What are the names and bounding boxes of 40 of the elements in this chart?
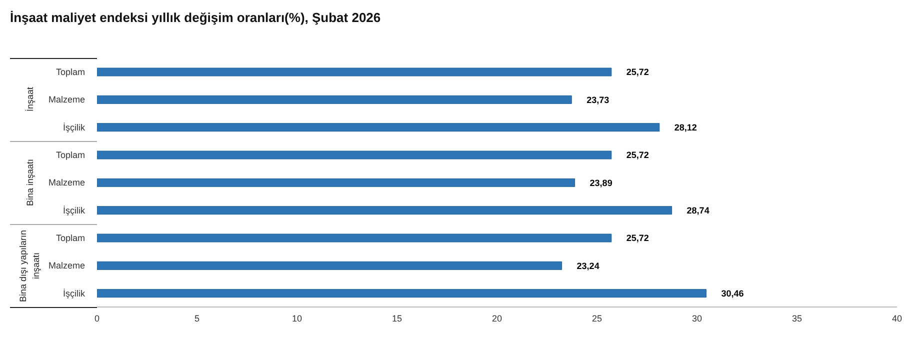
chart-title: İnşaat maliyet endeksi yıllık değişim oranları(%), Şubat 2026: [9, 9, 382, 27]
x-tick-label: 40: [892, 313, 902, 324]
bar: [97, 150, 612, 160]
data-label: 23,24: [576, 260, 600, 271]
text: Bina dışı yapıların inşaatı: [17, 228, 42, 304]
y-tick-label: Malzeme: [48, 260, 85, 271]
y-tick-label: Malzeme: [48, 94, 85, 105]
data-label: 30,46: [721, 288, 744, 299]
text: İnşaat: [24, 87, 36, 112]
y-tick-label: İşçilik: [63, 122, 86, 132]
y-tick-label: Malzeme: [48, 178, 85, 188]
data-label: 23,89: [590, 178, 612, 188]
y-tick-label: Toplam: [56, 67, 85, 78]
bar: [97, 68, 612, 76]
x-tick-label: 10: [292, 313, 302, 324]
bar: [97, 234, 612, 242]
y-tick-label: Toplam: [56, 233, 85, 244]
data-label: 28,12: [674, 122, 697, 133]
bar: [97, 123, 660, 132]
data-label: 25,72: [626, 67, 649, 78]
y-tick-label: İşçilik: [63, 288, 86, 298]
x-tick-label: 0: [94, 313, 100, 324]
data-label: 25,72: [626, 150, 649, 160]
x-tick-label: 5: [194, 313, 200, 324]
bar: [97, 289, 706, 298]
bar: [97, 261, 562, 270]
bar: [97, 178, 576, 187]
x-tick-label: 20: [492, 313, 502, 324]
x-tick-label: 35: [792, 313, 802, 324]
text: Bina inşaatı: [24, 158, 36, 206]
data-label: 28,74: [686, 206, 710, 216]
y-tick-label: İşçilik: [63, 205, 86, 216]
y-tick-label: Toplam: [56, 150, 85, 160]
bar: [97, 206, 672, 215]
data-label: 23,73: [586, 94, 610, 105]
x-tick-label: 25: [592, 313, 602, 324]
data-label: 25,72: [626, 233, 649, 244]
x-tick-label: 15: [392, 313, 402, 324]
x-tick-label: 30: [692, 313, 702, 324]
bar: [97, 95, 572, 104]
